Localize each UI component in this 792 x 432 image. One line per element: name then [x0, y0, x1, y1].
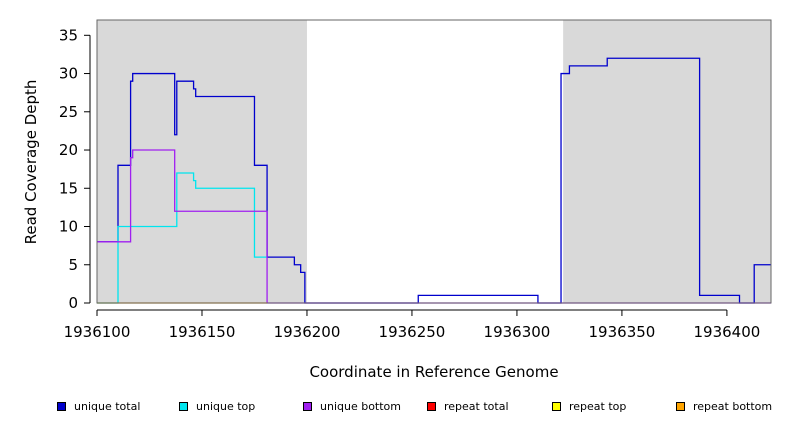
- y-axis: 0 5 10 15 20 25 30 35: [59, 26, 91, 312]
- y-axis-title: Read Coverage Depth: [22, 80, 40, 245]
- series-line-unique-bottom: [97, 149, 771, 304]
- legend-label: unique bottom: [320, 400, 402, 413]
- y-tick-label: 15: [59, 179, 78, 197]
- shaded-region: [97, 20, 307, 303]
- legend-label: repeat total: [444, 400, 509, 413]
- legend-swatch: [676, 402, 685, 411]
- x-tick-label: 1936150: [169, 323, 236, 341]
- legend-label: repeat bottom: [693, 400, 773, 413]
- y-tick-label: 25: [59, 103, 78, 121]
- x-tick-label: 1936250: [379, 323, 446, 341]
- legend-label: unique top: [196, 400, 256, 413]
- y-tick-label: 20: [59, 141, 78, 159]
- legend-label: repeat top: [569, 400, 627, 413]
- plot-frame: [96, 19, 772, 304]
- x-tick-label: 1936200: [274, 323, 341, 341]
- y-tick-label: 10: [59, 218, 78, 236]
- legend-swatch: [179, 402, 188, 411]
- legend-swatch: [427, 402, 436, 411]
- x-tick-label: 1936400: [694, 323, 761, 341]
- shaded-regions: [97, 20, 771, 303]
- legend-swatch: [303, 402, 312, 411]
- legend-swatch: [552, 402, 561, 411]
- y-tick-label: 5: [68, 256, 78, 274]
- x-axis-title: Coordinate in Reference Genome: [309, 363, 558, 381]
- legend-item-repeat-total: repeat total: [427, 400, 509, 413]
- shaded-region: [563, 20, 771, 303]
- legend-item-unique-bottom: unique bottom: [303, 400, 401, 413]
- x-tick-label: 1936350: [589, 323, 656, 341]
- legend-item-unique-top: unique top: [179, 400, 255, 413]
- legend-swatch: [57, 402, 66, 411]
- legend: unique total unique top unique bottom repea…: [0, 400, 792, 420]
- series-line-unique-total: [97, 57, 771, 304]
- x-axis: 1936100 1936150 1936200 1936250 1936300 19363…: [64, 309, 761, 341]
- y-tick-label: 0: [68, 294, 78, 312]
- x-tick-label: 1936100: [64, 323, 131, 341]
- x-tick-label: 1936300: [484, 323, 551, 341]
- legend-item-unique-total: unique total: [57, 400, 140, 413]
- legend-item-repeat-bottom: repeat bottom: [676, 400, 772, 413]
- legend-item-repeat-top: repeat top: [552, 400, 626, 413]
- series-line-unique-top: [97, 172, 268, 304]
- y-tick-label: 30: [59, 65, 78, 83]
- legend-label: unique total: [74, 400, 141, 413]
- y-tick-label: 35: [59, 26, 78, 44]
